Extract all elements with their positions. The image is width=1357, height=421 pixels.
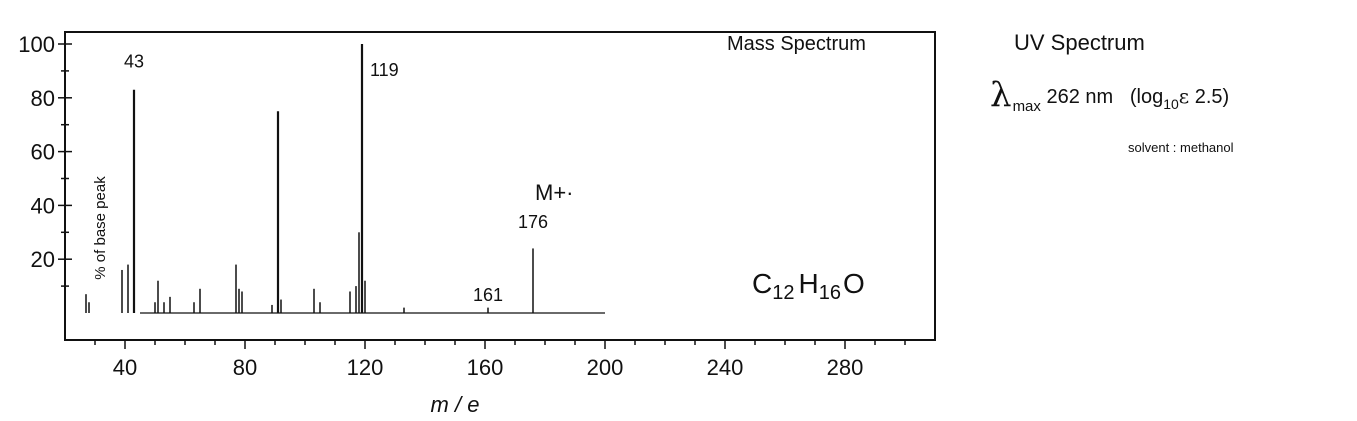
y-tick-label: 60 [31, 140, 55, 165]
lambda-max-line: λmax 262 nm (log10ε 2.5) [990, 75, 1229, 115]
x-tick-label: 120 [347, 355, 384, 380]
uv-spectrum-panel: UV Spectrum λmax 262 nm (log10ε 2.5) sol… [990, 0, 1350, 421]
lambda-symbol: λ [990, 75, 1012, 115]
y-axis-label: % of base peak [92, 176, 109, 280]
uv-title: UV Spectrum [1014, 30, 1145, 55]
x-axis-label: m / e [431, 392, 480, 417]
molecular-ion-label: M+· [535, 180, 574, 205]
uv-solvent: solvent : methanol [1128, 140, 1234, 155]
x-tick-label: 240 [707, 355, 744, 380]
y-tick-label: 40 [31, 193, 55, 218]
epsilon-symbol: ε [1178, 84, 1190, 108]
x-tick-label: 160 [467, 355, 504, 380]
peak-labels: 43 119 161 176 [124, 52, 548, 305]
log-epsilon-value: 2.5) [1194, 86, 1230, 108]
mass-spectrum-chart: 20 40 60 80 100 40 80 120 160 200 240 280 43 119 161… [18, 31, 936, 417]
x-tick-label: 280 [827, 355, 864, 380]
y-axis: 20 40 60 80 100 [18, 32, 72, 287]
y-tick-label: 20 [31, 247, 55, 272]
log-open: (log [1129, 86, 1164, 108]
plot-border [64, 31, 936, 341]
y-tick-label: 80 [31, 86, 55, 111]
x-tick-label: 80 [233, 355, 257, 380]
x-tick-label: 200 [587, 355, 624, 380]
log-sub: 10 [1163, 96, 1179, 112]
molecular-formula: C12 H16O [752, 268, 865, 304]
peak-label: 43 [124, 52, 144, 72]
lambda-max-value: 262 nm [1046, 86, 1114, 108]
peak-label: 119 [370, 60, 399, 80]
y-tick-label: 100 [18, 32, 55, 57]
lambda-max-sub: max [1012, 98, 1041, 115]
peak-label: 176 [518, 212, 548, 232]
x-tick-label: 40 [113, 355, 137, 380]
peak-label: 161 [473, 285, 503, 305]
peak-series [85, 44, 534, 313]
x-axis: 40 80 120 160 200 240 280 [94, 340, 906, 380]
plot-frame [64, 31, 936, 341]
chart-title: Mass Spectrum [727, 33, 866, 55]
